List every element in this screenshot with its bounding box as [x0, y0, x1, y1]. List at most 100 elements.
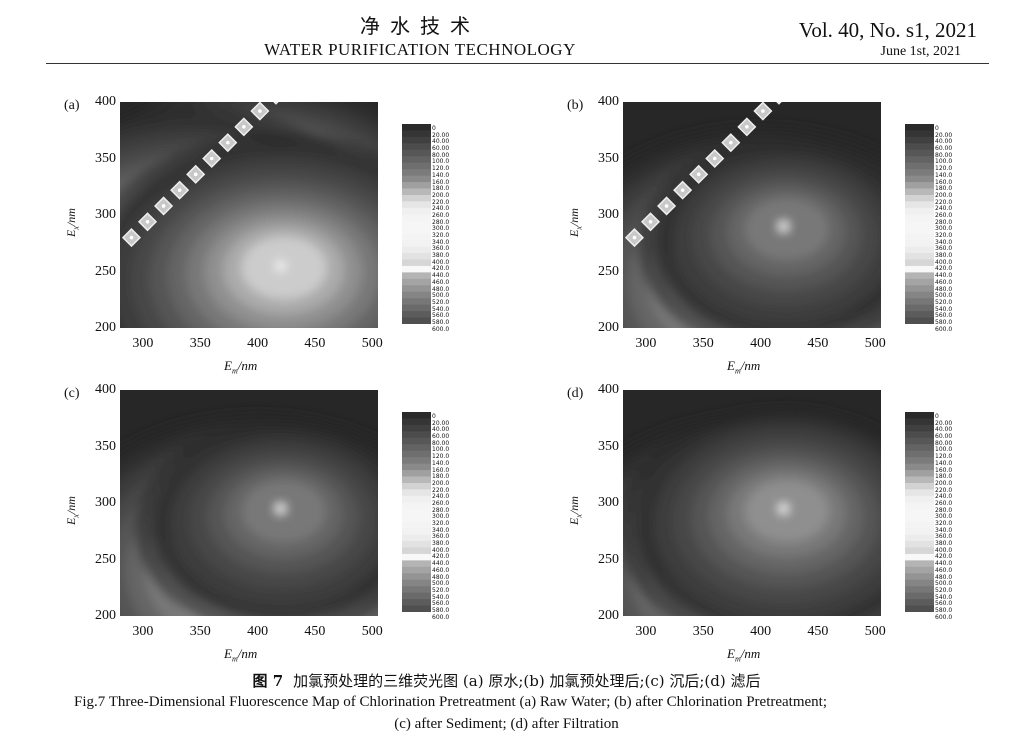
colorbar-swatch [402, 298, 431, 306]
colorbar-tick-label: 60.00 [935, 433, 953, 441]
colorbar-swatch [402, 482, 431, 490]
colorbar-swatch [905, 541, 934, 548]
colorbar-swatch [905, 528, 934, 536]
colorbar-swatch [402, 272, 431, 280]
caption-cn: 图 7 加氯预处理的三维荧光图 (a) 原水;(b) 加氯预处理后;(c) 沉后;… [0, 670, 1013, 691]
colorbar-tick-label: 480.0 [432, 285, 450, 293]
colorbar-tick-label: 160.0 [432, 178, 450, 186]
scatter-dot [161, 204, 166, 208]
colorbar-tick-label: 220.0 [432, 198, 450, 206]
colorbar-tick-label: 320.0 [432, 232, 450, 239]
scatter-dot [712, 156, 717, 161]
colorbar-tick-label: 360.0 [432, 245, 450, 253]
colorbar-tick-label: 140.0 [432, 171, 450, 179]
colorbar-swatch [402, 495, 431, 503]
colorbar-tick-label: 40.00 [935, 138, 953, 146]
colorbar-tick-label: 20.00 [432, 419, 450, 427]
peak-point [778, 221, 789, 232]
x-tick-label: 450 [304, 624, 326, 639]
x-tick-label: 500 [361, 336, 383, 351]
colorbar-swatch [402, 311, 431, 319]
caption-en-line1: Fig.7 Three-Dimensional Fluorescence Map… [74, 694, 828, 710]
colorbar-tick-label: 560.0 [935, 600, 953, 608]
colorbar-tick-label: 100.0 [935, 158, 953, 166]
colorbar-tick-label: 500.0 [935, 580, 953, 588]
panel-label: (a) [64, 98, 80, 113]
heatmap-plot [120, 390, 378, 616]
colorbar-tick-label: 340.0 [935, 526, 953, 534]
x-tick-label: 400 [247, 336, 269, 351]
colorbar-swatch [905, 124, 934, 131]
colorbar-tick-label: 420.0 [935, 265, 953, 273]
y-tick-label: 300 [95, 495, 116, 510]
colorbar-tick-label: 220.0 [935, 486, 953, 494]
colorbar-swatch [905, 304, 934, 312]
y-tick-label: 200 [598, 608, 619, 623]
colorbar-swatch [402, 586, 431, 594]
colorbar-swatch [905, 233, 934, 241]
colorbar-swatch [402, 534, 431, 542]
colorbar-tick-label: 360.0 [432, 533, 450, 541]
x-tick-label: 450 [807, 624, 829, 639]
colorbar-tick-label: 380.0 [432, 252, 450, 260]
colorbar-tick-label: 580.0 [432, 318, 450, 326]
scatter-dot [225, 140, 230, 145]
colorbar-tick-label: 400.0 [432, 546, 450, 554]
colorbar-tick-label: 500.0 [432, 292, 450, 300]
colorbar-tick-label: 340.0 [432, 526, 450, 534]
colorbar-swatch [402, 470, 431, 478]
colorbar-swatch [905, 418, 934, 426]
colorbar-labels: 0 20.00 40.00 60.00 80.00 100.0 120.0 140.0 160.… [935, 125, 971, 333]
colorbar-swatch [905, 566, 934, 574]
colorbar-tick-label: 40.00 [432, 426, 450, 434]
colorbar-tick-label: 60.00 [432, 145, 450, 153]
colorbar-swatch [905, 476, 934, 484]
colorbar-swatch [402, 424, 431, 432]
x-tick-label: 400 [750, 624, 772, 639]
colorbar-swatch [402, 412, 431, 419]
colorbar-swatch [402, 259, 431, 267]
y-tick-label: 350 [598, 150, 619, 166]
colorbar-swatch [402, 246, 431, 254]
colorbar-tick-label: 580.0 [935, 606, 953, 614]
colorbar-swatch [905, 169, 934, 177]
colorbar-tick-label: 540.0 [432, 593, 450, 601]
colorbar-tick-label: 240.0 [432, 493, 450, 501]
colorbar-labels: 0 20.00 40.00 60.00 80.00 100.0 120.0 140.0 160.… [432, 125, 468, 333]
colorbar-tick-label: 180.0 [432, 185, 450, 193]
colorbar-swatch [905, 311, 934, 319]
colorbar-swatch [402, 476, 431, 484]
heatmap-svg [120, 390, 378, 616]
colorbar-swatch [905, 259, 934, 267]
scatter-dot [129, 235, 134, 240]
colorbar-tick-label: 460.0 [935, 566, 953, 574]
journal-date: June 1st, 2021 [880, 44, 962, 59]
colorbar-swatch [905, 317, 934, 324]
colorbar-tick-label: 520.0 [432, 586, 450, 594]
colorbar-tick-label: 260.0 [432, 211, 450, 219]
x-axis-label: Em/nm [727, 358, 761, 376]
colorbar [402, 124, 431, 324]
colorbar-tick-label: 600.0 [935, 613, 953, 621]
colorbar-swatch [905, 246, 934, 254]
colorbar-swatch [402, 573, 431, 581]
colorbar-tick-label: 280.0 [432, 218, 450, 226]
colorbar-tick-label: 80.00 [432, 439, 450, 447]
colorbar-swatch [905, 227, 934, 235]
colorbar-swatch [905, 424, 934, 432]
colorbar-tick-label: 580.0 [935, 318, 953, 326]
colorbar-tick-label: 20.00 [432, 131, 450, 139]
colorbar-swatch [905, 605, 934, 612]
colorbar-swatch [402, 136, 431, 144]
heatmap-svg [623, 102, 881, 328]
colorbar-swatch [402, 553, 431, 561]
colorbar-swatch [402, 463, 431, 471]
x-tick-label: 350 [692, 336, 714, 351]
colorbar-tick-label: 460.0 [935, 278, 953, 286]
colorbar-swatch [905, 278, 934, 286]
colorbar-tick-label: 420.0 [935, 553, 953, 561]
header-rule [46, 63, 989, 64]
colorbar-swatch [905, 240, 934, 248]
y-axis-label: Ex/nm [64, 496, 81, 525]
y-tick-label: 200 [95, 608, 116, 623]
